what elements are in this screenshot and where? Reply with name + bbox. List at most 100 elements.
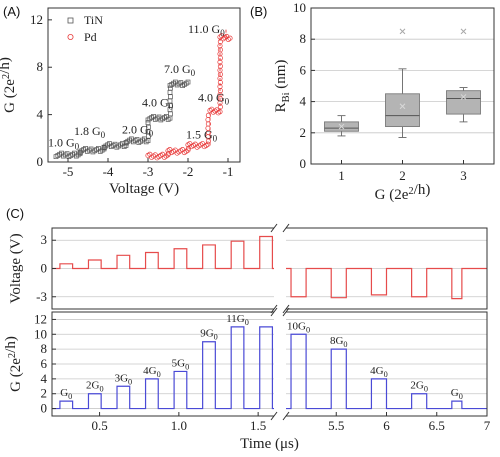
series-tin	[53, 79, 191, 160]
step-annotation: 11.0 G0	[188, 22, 225, 38]
tin-point	[124, 140, 129, 146]
x-tick-label: 7	[484, 418, 491, 433]
y-tick-label: -3	[36, 289, 47, 304]
panel-a-frame	[47, 7, 241, 163]
y-tick-label: 10	[293, 0, 306, 15]
pulse-label: 9G0	[200, 328, 218, 342]
x-tick-label: 1	[338, 168, 345, 183]
conductance-trace-2	[286, 333, 487, 410]
y-tick-label: 0	[37, 154, 44, 169]
x-axis-label: Time (μs)	[240, 436, 299, 452]
step-annotation: 4.0 G0	[198, 91, 230, 107]
pulse-label: 11G0	[226, 313, 249, 327]
tin-point	[146, 124, 151, 130]
y-tick-label: 4	[37, 107, 44, 122]
series-pd	[145, 28, 233, 161]
y-tick-label: 8	[41, 341, 48, 356]
y-axis-label-voltage: Voltage (V)	[8, 233, 24, 303]
tin-point	[167, 90, 173, 95]
box-mean-marker	[460, 94, 467, 100]
x-tick-label: 1.5	[250, 418, 266, 433]
box-iqr	[385, 93, 420, 128]
y-tick-label: 3	[41, 232, 48, 247]
x-tick-label: 2	[399, 168, 406, 183]
x-tick-label: 6	[383, 418, 390, 433]
pulse-label: 2G0	[86, 380, 104, 394]
box-mean-marker	[338, 123, 345, 130]
y-tick-label: 0	[41, 261, 48, 276]
x-tick-label: -2	[183, 164, 194, 179]
pulse-label: 3G0	[115, 372, 133, 386]
box-1	[324, 115, 359, 137]
panel-label-b: (B)	[250, 4, 267, 19]
x-tick-label: 1.0	[171, 418, 187, 433]
y-tick-label: 2	[300, 125, 307, 140]
axis-break-mark	[270, 307, 278, 317]
tin-point	[146, 133, 151, 139]
axis-break-mark	[282, 304, 290, 314]
x-tick-label: -4	[103, 164, 114, 179]
y-axis-label: RBi (nm)	[273, 60, 292, 113]
panel-label-c: (C)	[6, 206, 24, 221]
pulse-label: 4G0	[370, 365, 388, 379]
panel-c-chart: G0 2G0 3G0 4G0 5G0 9G0 11G0 10G0 8G0 4G0 2G0 G0 -3 0 3…	[3, 223, 491, 452]
axis-break-mark	[282, 223, 290, 233]
x-tick-label: 5.5	[328, 418, 344, 433]
pulse-label: G0	[451, 387, 463, 401]
y-tick-label: 6	[300, 62, 307, 77]
y-tick-label: 4	[300, 94, 307, 109]
pd-point	[185, 145, 191, 151]
tin-point	[185, 79, 191, 85]
y-tick-label: 8	[300, 31, 307, 46]
step-annotation: 2.0 G0	[122, 123, 154, 139]
tin-point	[145, 138, 151, 144]
panel-a-chart: -5 -4 -3 -2 -1 0 4 8 12 Voltage (V) G (2e2/h) TiN Pd…	[0, 7, 241, 197]
x-tick-label: -3	[143, 164, 154, 179]
pulse-label: G0	[60, 387, 72, 401]
tin-point	[102, 145, 107, 151]
y-axis-label-conductance: G (2e2/h)	[3, 336, 24, 392]
y-tick-label: 12	[30, 12, 43, 27]
step-annotation: 1.8 G0	[74, 124, 106, 140]
panel-b-chart: 1 2 3 0 2 4 6 8 10 G (2e2/h) RBi (nm)	[273, 0, 495, 203]
axis-break-mark	[270, 411, 278, 421]
y-tick-label: 0	[41, 401, 48, 416]
x-tick-label: -5	[63, 164, 74, 179]
y-tick-label: 12	[34, 311, 47, 326]
x-tick-label: -1	[223, 164, 234, 179]
axis-break-mark	[282, 411, 290, 421]
axis-break-mark	[270, 223, 278, 233]
y-tick-label: 6	[41, 356, 48, 371]
tin-point	[145, 129, 151, 135]
pd-point	[165, 151, 171, 157]
x-axis-label: Voltage (V)	[109, 181, 179, 197]
y-tick-label: 8	[37, 59, 44, 74]
pd-point	[227, 35, 233, 41]
y-tick-label: 10	[34, 326, 47, 341]
pulse-label: 5G0	[172, 357, 190, 371]
box-outlier	[399, 28, 406, 35]
tin-point	[168, 85, 173, 91]
tin-point	[168, 94, 173, 100]
conductance-trace-1	[52, 326, 274, 410]
x-tick-label: 6.5	[429, 418, 445, 433]
panel-label-a: (A)	[3, 4, 20, 19]
pulse-label: 4G0	[143, 365, 161, 379]
y-axis-label: G (2e2/h)	[0, 57, 18, 113]
step-annotation: 1.5 G0	[186, 127, 218, 143]
axis-break-mark	[270, 304, 278, 314]
step-annotation: 7.0 G0	[164, 62, 196, 78]
axis-break-mark	[282, 307, 290, 317]
pd-point	[205, 117, 211, 123]
voltage-trace-2	[286, 267, 487, 300]
step-annotation: 4.0 G0	[142, 95, 174, 111]
box-mean-marker	[399, 103, 406, 110]
legend-label-pd: Pd	[84, 30, 97, 44]
legend-marker-tin	[67, 17, 74, 24]
x-tick-label: 0.5	[91, 418, 107, 433]
box-outlier	[460, 28, 467, 35]
legend-marker-pd	[67, 34, 74, 41]
x-axis-label: G (2e2/h)	[375, 182, 431, 203]
step-annotation: 1.0 G0	[48, 136, 80, 152]
